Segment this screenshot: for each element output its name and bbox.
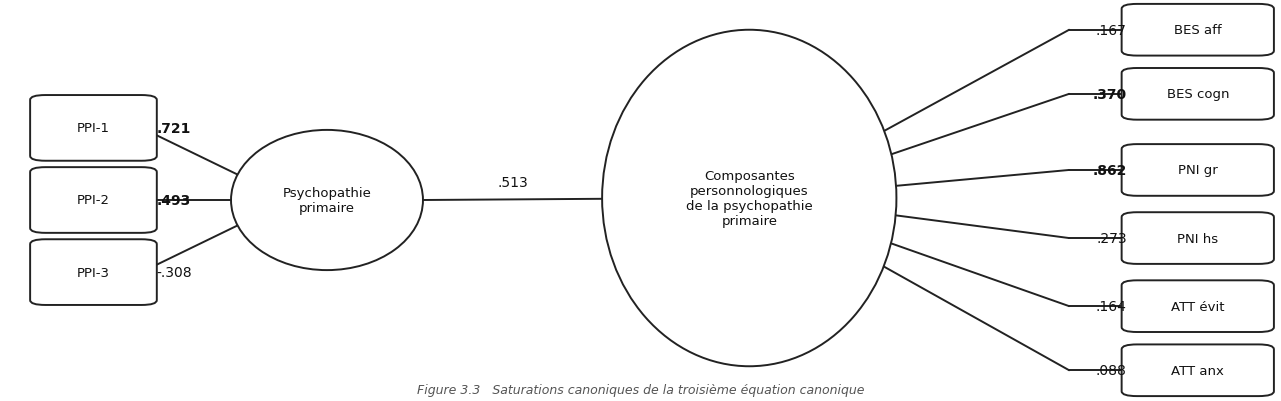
Text: Figure 3.3   Saturations canoniques de la troisième équation canonique: Figure 3.3 Saturations canoniques de la … (416, 383, 865, 396)
Text: .370: .370 (1093, 88, 1127, 101)
FancyBboxPatch shape (1122, 281, 1273, 332)
Text: .862: .862 (1093, 164, 1127, 178)
Text: PPI-3: PPI-3 (77, 266, 110, 279)
Text: .513: .513 (497, 176, 528, 190)
Text: PPI-2: PPI-2 (77, 194, 110, 207)
Text: .493: .493 (156, 194, 191, 207)
FancyBboxPatch shape (1122, 69, 1273, 120)
FancyBboxPatch shape (1122, 344, 1273, 396)
Text: Composantes
personnologiques
de la psychopathie
primaire: Composantes personnologiques de la psych… (685, 170, 812, 227)
Text: .167: .167 (1095, 24, 1127, 38)
Text: BES cogn: BES cogn (1167, 88, 1228, 101)
Text: PNI gr: PNI gr (1179, 164, 1218, 177)
Text: .088: .088 (1095, 363, 1127, 377)
Text: .273: .273 (1097, 231, 1127, 245)
Text: PNI hs: PNI hs (1177, 232, 1218, 245)
FancyBboxPatch shape (1122, 5, 1273, 57)
Text: .164: .164 (1095, 300, 1127, 313)
Text: PPI-1: PPI-1 (77, 122, 110, 135)
Ellipse shape (602, 30, 897, 367)
Ellipse shape (231, 131, 423, 270)
Text: ATT évit: ATT évit (1171, 300, 1225, 313)
FancyBboxPatch shape (31, 240, 156, 305)
FancyBboxPatch shape (1122, 145, 1273, 196)
FancyBboxPatch shape (31, 96, 156, 161)
Text: -.308: -.308 (156, 265, 192, 279)
Text: ATT anx: ATT anx (1171, 364, 1225, 377)
FancyBboxPatch shape (31, 168, 156, 233)
Text: Psychopathie
primaire: Psychopathie primaire (283, 186, 371, 215)
Text: .721: .721 (156, 122, 191, 136)
Text: BES aff: BES aff (1173, 24, 1222, 37)
FancyBboxPatch shape (1122, 213, 1273, 264)
